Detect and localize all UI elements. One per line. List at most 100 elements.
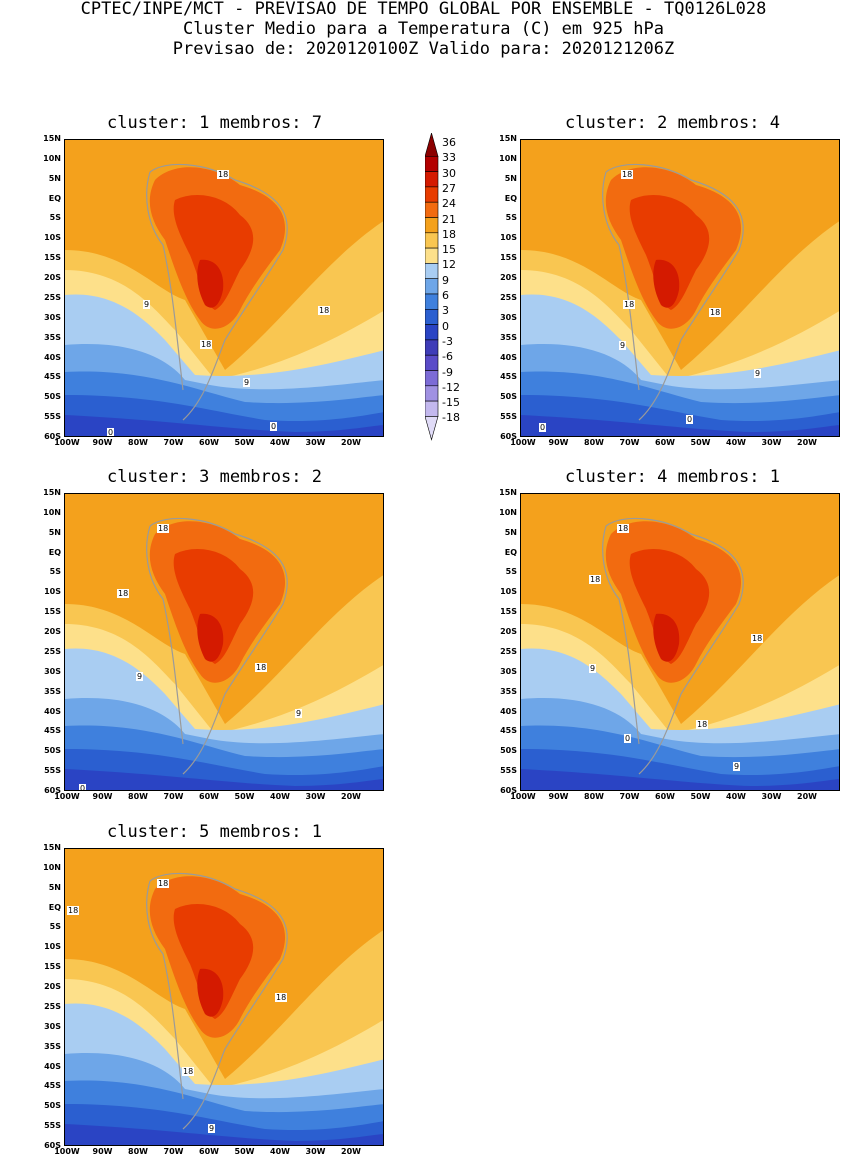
y-tick-label: 5S [49, 567, 61, 577]
x-tick-label: 30W [305, 792, 326, 801]
y-tick-label: EQ [504, 193, 517, 203]
subtitle: Cluster Medio para a Temperatura (C) em … [182, 19, 665, 39]
contour-label: 18 [589, 575, 602, 584]
x-tick-label: 50W [234, 1147, 255, 1156]
y-tick-label: 25S [44, 292, 61, 302]
y-tick-label: 15N [43, 488, 61, 497]
x-tick-label: 70W [619, 438, 640, 447]
x-tick-label: 90W [548, 438, 569, 447]
contour-label: 9 [243, 378, 251, 387]
x-tick-label: 100W [54, 792, 80, 801]
colorbar-label: -15 [442, 396, 460, 410]
colorbar-label: 24 [442, 197, 456, 211]
colorbar-label: 6 [442, 289, 449, 302]
colorbar-swatch [425, 171, 439, 188]
y-tick-label: EQ [504, 547, 517, 557]
y-tick-label: 40S [44, 1061, 61, 1071]
panel-title: cluster: 5 membros: 1 [107, 822, 322, 842]
y-tick-label: 30S [44, 312, 61, 322]
y-tick-label: 5N [48, 882, 61, 892]
y-tick-label: 55S [44, 766, 61, 776]
y-tick-label: 55S [44, 1121, 61, 1131]
x-tick-label: 60W [655, 438, 675, 447]
x-tick-label: 20W [341, 792, 361, 801]
y-tick-label: 15S [44, 253, 61, 263]
temperature-map: 18 18 9 18 9 0 0 [520, 139, 840, 437]
contour-label: 9 [589, 664, 597, 673]
y-tick-label: 20S [500, 273, 517, 283]
y-tick-label: EQ [48, 902, 61, 912]
y-tick-label: EQ [48, 193, 61, 203]
x-tick-label: 80W [128, 438, 148, 447]
y-tick-label: 35S [500, 332, 517, 342]
contour-label: 18 [157, 879, 170, 888]
contour-label: 18 [621, 170, 634, 179]
colorbar-swatch [425, 201, 439, 218]
y-tick-label: 5N [48, 173, 61, 183]
x-tick-label: 30W [305, 1147, 326, 1156]
y-tick-label: 25S [44, 646, 61, 656]
contour-label: 18 [182, 1067, 195, 1076]
y-tick-label: 55S [44, 412, 61, 422]
y-tick-label: 55S [500, 766, 517, 776]
colorbar-label: 15 [442, 243, 456, 257]
y-tick-label: 5N [48, 527, 61, 537]
x-tick-label: 80W [128, 792, 148, 801]
y-tick-label: 5S [49, 213, 61, 223]
colorbar-label: 3 [442, 304, 449, 318]
y-tick-label: 40S [500, 352, 517, 362]
y-tick-label: 35S [44, 1041, 61, 1051]
temperature-band [197, 968, 224, 1017]
y-tick-label: 5S [49, 922, 61, 932]
x-tick-label: 70W [619, 792, 640, 801]
coastline [146, 880, 184, 1100]
y-tick-label: 25S [500, 292, 517, 302]
x-tick-label: 20W [797, 438, 817, 447]
coastline [605, 517, 744, 775]
colorbar-label: 36 [442, 136, 456, 149]
contour-label: 18 [67, 906, 80, 915]
contour-label: 9 [754, 369, 762, 378]
panel-title: cluster: 1 membros: 7 [107, 113, 322, 133]
colorbar-swatch [425, 324, 439, 341]
x-tick-label: 60W [199, 438, 219, 447]
y-tick-label: 10S [500, 233, 517, 243]
y-tick-label: 10N [499, 153, 517, 163]
y-tick-label: 10N [499, 507, 517, 517]
x-tick-label: 40W [270, 438, 290, 447]
y-tick-label: 30S [500, 666, 517, 676]
colorbar-svg [425, 133, 439, 441]
colorbar-swatch [425, 416, 439, 441]
contour-label: 18 [200, 340, 213, 349]
coastline [149, 517, 288, 775]
x-tick-label: 30W [761, 792, 782, 801]
y-tick-label: 10N [43, 507, 61, 517]
y-tick-label: 50S [500, 392, 517, 402]
y-tick-label: 25S [500, 646, 517, 656]
y-tick-label: 30S [44, 666, 61, 676]
x-tick-label: 30W [761, 438, 782, 447]
y-tick-label: 15S [500, 607, 517, 617]
x-tick-label: 90W [92, 1147, 113, 1156]
y-tick-label: 50S [500, 746, 517, 756]
contour-label: 0 [686, 415, 694, 424]
y-tick-label: 35S [44, 686, 61, 696]
y-tick-label: 60S [44, 1141, 61, 1150]
colorbar-swatch [425, 385, 439, 402]
contour-label: 18 [318, 306, 331, 315]
temperature-map: 18 18 9 18 18 0 9 [520, 493, 840, 791]
temperature-band [197, 259, 224, 308]
y-tick-label: 15N [499, 134, 517, 143]
contour-label: 9 [143, 300, 151, 309]
y-tick-label: 15S [500, 253, 517, 263]
x-tick-label: 40W [270, 1147, 290, 1156]
x-tick-label: 100W [510, 438, 536, 447]
x-tick-label: 30W [305, 438, 326, 447]
y-tick-label: 20S [500, 627, 517, 637]
x-tick-label: 90W [548, 792, 569, 801]
coastline [146, 525, 184, 745]
x-tick-label: 50W [690, 438, 711, 447]
temperature-band [65, 415, 383, 436]
contour-label: 9 [136, 672, 144, 681]
x-tick-label: 40W [270, 792, 290, 801]
